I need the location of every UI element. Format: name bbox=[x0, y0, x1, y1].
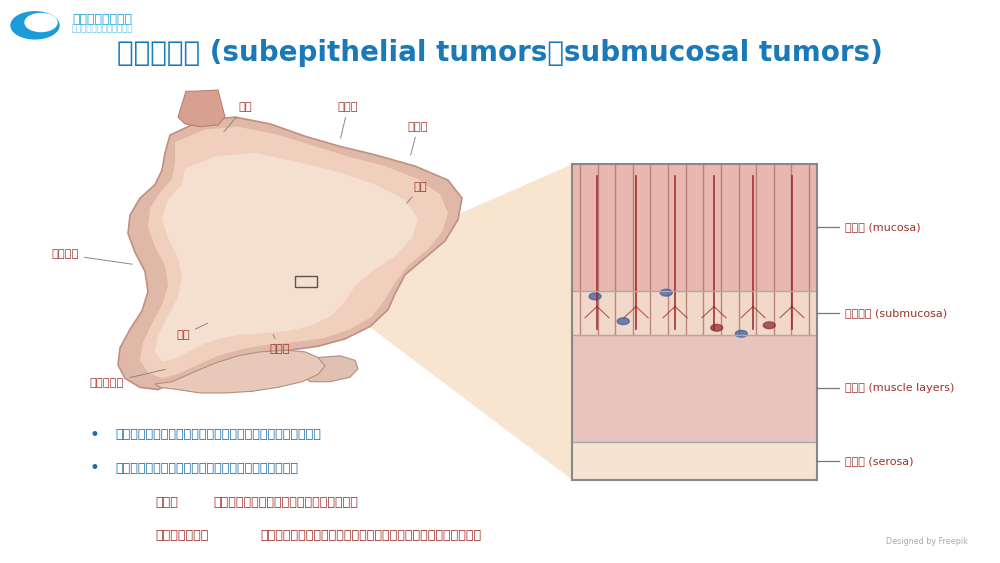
Text: 皺摺: 皺摺 bbox=[176, 323, 207, 340]
Text: 漿膜層 (serosa): 漿膜層 (serosa) bbox=[845, 456, 914, 466]
Text: •: • bbox=[90, 426, 100, 444]
Bar bbox=[572, 291, 817, 334]
Polygon shape bbox=[155, 153, 418, 361]
Text: 囊腫、淋巴血管瘤、脂肪瘤、異位性膜組織: 囊腫、淋巴血管瘤、脂肪瘤、異位性膜組織 bbox=[213, 495, 358, 509]
Text: 黏膜層 (mucosa): 黏膜層 (mucosa) bbox=[845, 222, 921, 233]
Text: 可能轉為惡性：: 可能轉為惡性： bbox=[155, 529, 208, 543]
Circle shape bbox=[735, 330, 747, 337]
Text: 肌肉層 (muscle layers): 肌肉層 (muscle layers) bbox=[845, 383, 954, 393]
Polygon shape bbox=[118, 117, 462, 390]
Text: 食道癌、胃癌、大腸癌等，都是從《黏膜層》長出來的腫瘤。: 食道癌、胃癌、大腸癌等，都是從《黏膜層》長出來的腫瘤。 bbox=[115, 428, 321, 441]
Polygon shape bbox=[317, 164, 572, 480]
Text: 食道: 食道 bbox=[224, 102, 252, 132]
Circle shape bbox=[589, 293, 601, 300]
Polygon shape bbox=[155, 350, 325, 393]
Circle shape bbox=[660, 289, 672, 296]
Text: 幽門括約肌: 幽門括約肌 bbox=[90, 369, 165, 388]
Text: 李宜霖胃腸肝膽科: 李宜霖胃腸肝膽科 bbox=[72, 13, 132, 26]
Text: 縱肌層: 縱肌層 bbox=[408, 122, 428, 155]
Text: Designed by Freepik: Designed by Freepik bbox=[886, 537, 968, 546]
Text: •: • bbox=[90, 459, 100, 477]
Bar bbox=[572, 442, 817, 480]
Text: 從黏膜層以下長出來的腫瘤，統稱為《黏膜下腫瘤》：: 從黏膜層以下長出來的腫瘤，統稱為《黏膜下腫瘤》： bbox=[115, 462, 298, 475]
Text: 環肌層: 環肌層 bbox=[338, 102, 358, 138]
Circle shape bbox=[25, 14, 57, 32]
Bar bbox=[572, 334, 817, 442]
Text: 胃腸道基質瘤、神經內分泌腫瘤、平滑肌肉瘤、淋巴瘤、神經鞘瘤: 胃腸道基質瘤、神經內分泌腫瘤、平滑肌肉瘤、淋巴瘤、神經鞘瘤 bbox=[260, 529, 481, 543]
Circle shape bbox=[711, 324, 723, 331]
Text: 漿膜: 漿膜 bbox=[407, 182, 427, 203]
Text: 良性：: 良性： bbox=[155, 495, 178, 509]
Circle shape bbox=[11, 12, 59, 39]
Text: 黏膜下層 (submucosa): 黏膜下層 (submucosa) bbox=[845, 307, 947, 318]
Polygon shape bbox=[178, 90, 225, 127]
Polygon shape bbox=[302, 356, 358, 382]
Bar bbox=[572, 164, 817, 291]
Bar bbox=[295, 276, 317, 287]
Text: 斜肌層: 斜肌層 bbox=[270, 334, 290, 354]
Text: 十二指腸: 十二指腸 bbox=[51, 249, 132, 264]
Text: 黏膜下腫瘤 (subepithelial tumors或submucosal tumors): 黏膜下腫瘤 (subepithelial tumors或submucosal t… bbox=[117, 39, 883, 68]
Bar bbox=[572, 164, 817, 480]
Circle shape bbox=[763, 322, 775, 329]
Polygon shape bbox=[140, 127, 448, 378]
Circle shape bbox=[617, 318, 629, 325]
Text: 内視鏡診断と治療センター: 内視鏡診断と治療センター bbox=[72, 25, 134, 34]
